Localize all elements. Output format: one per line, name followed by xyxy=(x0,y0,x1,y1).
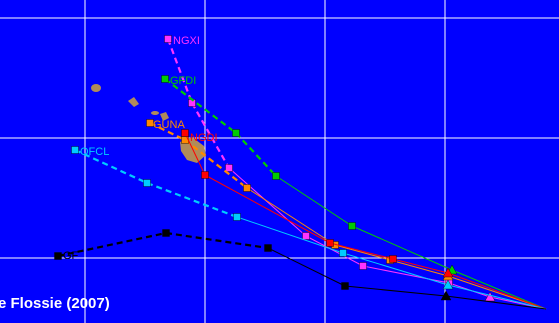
track-segment-guna-3 xyxy=(334,244,391,261)
track-marker-ofcl-3 xyxy=(339,249,347,257)
track-marker-gfdi-3 xyxy=(348,222,356,230)
track-segment-ngxi-4 xyxy=(362,265,450,284)
track-ngxi xyxy=(164,35,547,310)
track-segment-ngxi-3 xyxy=(305,235,364,267)
track-segment-ofcl-1 xyxy=(146,181,238,219)
track-marker-ofcl-2 xyxy=(233,213,241,221)
track-marker-gfdl-1 xyxy=(162,229,170,237)
chart-title: e Flossie (2007) xyxy=(0,295,110,312)
track-segment-gfdl-0 xyxy=(57,231,167,258)
track-segment-gfdl-2 xyxy=(267,247,346,287)
track-marker-ngdi-4 xyxy=(442,267,454,278)
track-marker-gfdi-0 xyxy=(161,75,169,83)
track-segment-ngxi-0 xyxy=(166,38,194,104)
track-marker-ngxi-4 xyxy=(359,262,367,270)
track-marker-gfdl-3 xyxy=(341,282,349,290)
track-gfdi xyxy=(161,75,547,310)
track-segment-gfdl-4 xyxy=(445,295,547,310)
island-molokai xyxy=(151,111,159,115)
track-marker-ofcl-4 xyxy=(442,279,454,290)
model-label-gfdi: GFDI xyxy=(170,75,196,87)
model-labels: NGXI GFDI GUNA NGDI OFCL GF xyxy=(63,35,218,262)
track-segment-guna-1 xyxy=(184,139,248,189)
model-label-ngxi: NGXI xyxy=(173,35,200,47)
track-segment-ofcl-4 xyxy=(447,284,547,310)
model-label-gf: GF xyxy=(63,250,79,262)
island-kauai xyxy=(91,84,101,92)
track-segment-guna-2 xyxy=(246,187,336,246)
track-segment-ngdi-2 xyxy=(329,242,394,260)
track-marker-ofcl-1 xyxy=(143,179,151,187)
track-segment-ngdi-4 xyxy=(447,272,547,310)
island-oahu xyxy=(128,97,139,107)
track-marker-gfdi-1 xyxy=(232,129,240,137)
track-segment-ngdi-1 xyxy=(204,174,331,244)
track-marker-gfdl-2 xyxy=(264,244,272,252)
track-segment-ofcl-3 xyxy=(342,252,449,286)
track-marker-gfdl-0 xyxy=(54,252,62,260)
track-marker-ngdi-0 xyxy=(181,129,189,137)
track-segment-guna-4 xyxy=(389,259,449,277)
track-marker-ngdi-2 xyxy=(326,239,334,247)
track-segment-ngdi-3 xyxy=(392,258,449,274)
track-segment-gfdi-1 xyxy=(235,132,277,177)
track-marker-ofcl-0 xyxy=(71,146,79,154)
track-segment-gfdl-3 xyxy=(344,285,447,297)
track-marker-ngxi-6 xyxy=(484,291,496,302)
track-marker-ngxi-0 xyxy=(164,35,172,43)
island-maui xyxy=(160,112,169,121)
track-ngdi xyxy=(181,129,547,310)
track-segment-gfdi-2 xyxy=(275,175,353,227)
track-segment-ngxi-2 xyxy=(228,167,307,237)
model-label-ngdi: NGDI xyxy=(190,132,218,144)
track-segment-gfdi-0 xyxy=(164,78,237,134)
track-marker-guna-0 xyxy=(146,119,154,127)
track-marker-ngxi-2 xyxy=(225,164,233,172)
track-marker-ngxi-3 xyxy=(302,232,310,240)
track-segment-gfdi-4 xyxy=(451,269,547,310)
track-segment-ngdi-0 xyxy=(184,132,206,176)
model-label-ofcl: OFCL xyxy=(80,146,109,158)
track-segment-ngxi-1 xyxy=(191,102,230,169)
track-segment-ofcl-2 xyxy=(236,216,344,254)
track-segment-gfdi-3 xyxy=(351,225,453,271)
track-marker-gfdl-4 xyxy=(440,290,452,301)
forecast-tracks xyxy=(54,35,547,310)
track-marker-gfdi-2 xyxy=(272,172,280,180)
track-segment-gfdl-1 xyxy=(165,231,269,250)
track-gfdl xyxy=(54,229,547,310)
track-segment-guna-0 xyxy=(149,122,186,141)
track-marker-ngdi-1 xyxy=(201,171,209,179)
model-label-guna: GUNA xyxy=(153,119,185,131)
track-marker-guna-2 xyxy=(243,184,251,192)
track-guna xyxy=(146,119,547,310)
track-segment-ofcl-0 xyxy=(74,149,148,184)
track-ofcl xyxy=(71,146,547,310)
track-marker-ngdi-3 xyxy=(389,255,397,263)
